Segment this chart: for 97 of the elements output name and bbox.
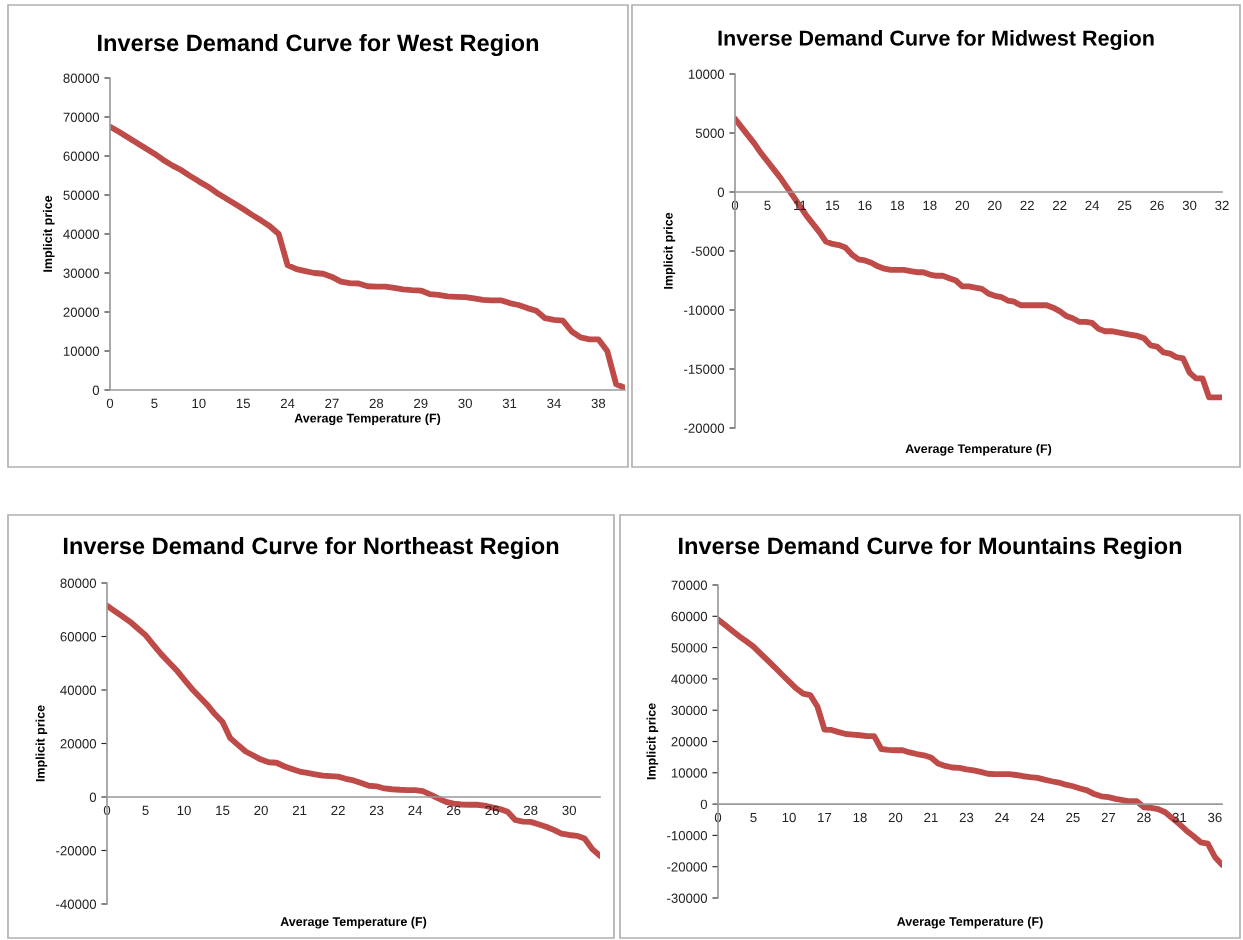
x-tick-label: 24 xyxy=(1085,200,1100,210)
y-tick-label: 20000 xyxy=(60,739,97,749)
y-axis-title: Implicit price xyxy=(646,703,659,780)
x-tick-label: 10 xyxy=(192,398,206,409)
chart-title: Inverse Demand Curve for Mountains Region xyxy=(679,536,1182,560)
x-tick-label: 26 xyxy=(1150,200,1164,211)
x-tick-label: 0 xyxy=(731,200,739,211)
y-tick-label: -40000 xyxy=(56,899,97,909)
chart-title: Inverse Demand Curve for Midwest Region xyxy=(718,29,1154,51)
y-tick-label: 20000 xyxy=(671,737,708,747)
x-tick-label: 18 xyxy=(923,200,937,211)
x-tick-label: 17 xyxy=(818,812,832,822)
x-tick-label: 20 xyxy=(988,200,1002,211)
x-tick-label: 23 xyxy=(369,805,384,816)
x-tick-label: 32 xyxy=(1215,200,1229,211)
chart-title: Inverse Demand Curve for Northeast Region xyxy=(63,536,559,560)
y-tick-label: 40000 xyxy=(60,685,97,695)
x-axis-title: Average Temperature (F) xyxy=(897,916,1043,929)
y-tick-label: 50000 xyxy=(671,643,708,653)
x-tick-label: 30 xyxy=(562,805,577,816)
x-tick-label: 5 xyxy=(750,812,757,823)
x-tick-label: 26 xyxy=(446,805,461,816)
y-tick-label: -20000 xyxy=(684,423,725,433)
y-tick-label: 70000 xyxy=(63,112,100,122)
x-tick-label: 24 xyxy=(408,805,423,815)
y-tick-label: 40000 xyxy=(63,229,100,239)
x-tick-label: 28 xyxy=(524,805,538,816)
x-tick-label: 25 xyxy=(1117,200,1132,211)
x-tick-label: 38 xyxy=(591,398,606,409)
y-tick-label: 30000 xyxy=(63,268,100,278)
y-tick-label: 5000 xyxy=(695,128,725,138)
x-tick-label: 20 xyxy=(888,812,903,823)
y-tick-label: 0 xyxy=(717,187,725,197)
x-tick-label: 22 xyxy=(1020,200,1034,210)
x-tick-label: 20 xyxy=(254,805,268,816)
x-tick-label: 30 xyxy=(1182,200,1197,211)
y-tick-label: -5000 xyxy=(691,246,725,256)
x-tick-label: 15 xyxy=(826,200,840,211)
x-tick-label: 21 xyxy=(924,812,938,822)
x-tick-label: 24 xyxy=(995,812,1009,822)
x-tick-label: 28 xyxy=(1137,812,1151,823)
x-tick-label: 15 xyxy=(216,805,230,816)
x-tick-label: 36 xyxy=(1208,812,1222,823)
x-tick-label: 5 xyxy=(764,200,771,211)
chart-title: Inverse Demand Curve for West Region xyxy=(98,33,539,57)
y-tick-label: 80000 xyxy=(60,578,97,588)
y-tick-label: 10000 xyxy=(688,69,725,79)
y-tick-label: -30000 xyxy=(667,893,708,903)
y-axis-title: Implicit price xyxy=(35,705,48,782)
y-tick-label: 10000 xyxy=(63,346,100,356)
x-axis-title: Average Temperature (F) xyxy=(280,916,427,929)
y-axis-title: Implicit price xyxy=(42,195,55,272)
x-tick-label: 18 xyxy=(853,812,867,823)
x-tick-label: 10 xyxy=(177,805,191,816)
x-tick-label: 18 xyxy=(891,200,905,211)
y-tick-label: -20000 xyxy=(667,862,708,872)
y-tick-label: 60000 xyxy=(60,632,97,642)
y-axis-title: Implicit price xyxy=(663,212,676,289)
x-tick-label: 27 xyxy=(1101,812,1116,822)
x-tick-label: 20 xyxy=(955,200,970,211)
x-tick-label: 31 xyxy=(502,398,517,409)
x-tick-label: 24 xyxy=(1030,812,1045,822)
x-tick-label: 15 xyxy=(236,398,250,409)
y-tick-label: 80000 xyxy=(63,73,100,83)
y-tick-label: 60000 xyxy=(671,611,708,622)
x-tick-label: 29 xyxy=(414,398,428,409)
x-tick-label: 0 xyxy=(106,398,114,409)
x-tick-label: 27 xyxy=(325,398,339,408)
y-tick-label: 0 xyxy=(92,385,100,395)
x-tick-label: 5 xyxy=(151,398,158,409)
x-tick-label: 30 xyxy=(458,398,472,409)
y-tick-label: -15000 xyxy=(684,364,725,374)
x-tick-label: 10 xyxy=(782,812,796,823)
y-tick-label: 70000 xyxy=(671,580,708,590)
y-tick-label: 10000 xyxy=(671,768,708,778)
y-tick-label: -20000 xyxy=(56,846,97,856)
y-tick-label: 20000 xyxy=(63,307,100,317)
x-axis-title: Average Temperature (F) xyxy=(905,443,1052,456)
y-tick-label: 50000 xyxy=(63,190,100,200)
x-tick-label: 21 xyxy=(292,805,307,815)
x-tick-label: 5 xyxy=(142,805,149,816)
y-tick-label: 0 xyxy=(89,792,97,802)
y-tick-label: 40000 xyxy=(671,674,708,684)
x-tick-label: 22 xyxy=(1052,200,1067,210)
x-tick-label: 34 xyxy=(547,398,561,409)
x-tick-label: 16 xyxy=(858,200,872,211)
x-tick-label: 23 xyxy=(959,812,974,823)
y-tick-label: 60000 xyxy=(63,151,100,161)
x-tick-label: 25 xyxy=(1066,812,1080,823)
x-axis-title: Average Temperature (F) xyxy=(294,413,441,426)
x-tick-label: 22 xyxy=(331,805,345,815)
x-tick-label: 28 xyxy=(369,398,384,409)
y-tick-label: -10000 xyxy=(684,305,725,315)
y-tick-label: -10000 xyxy=(667,830,708,841)
x-tick-label: 24 xyxy=(280,398,295,408)
y-tick-label: 30000 xyxy=(671,705,708,716)
x-tick-label: 0 xyxy=(103,805,111,816)
